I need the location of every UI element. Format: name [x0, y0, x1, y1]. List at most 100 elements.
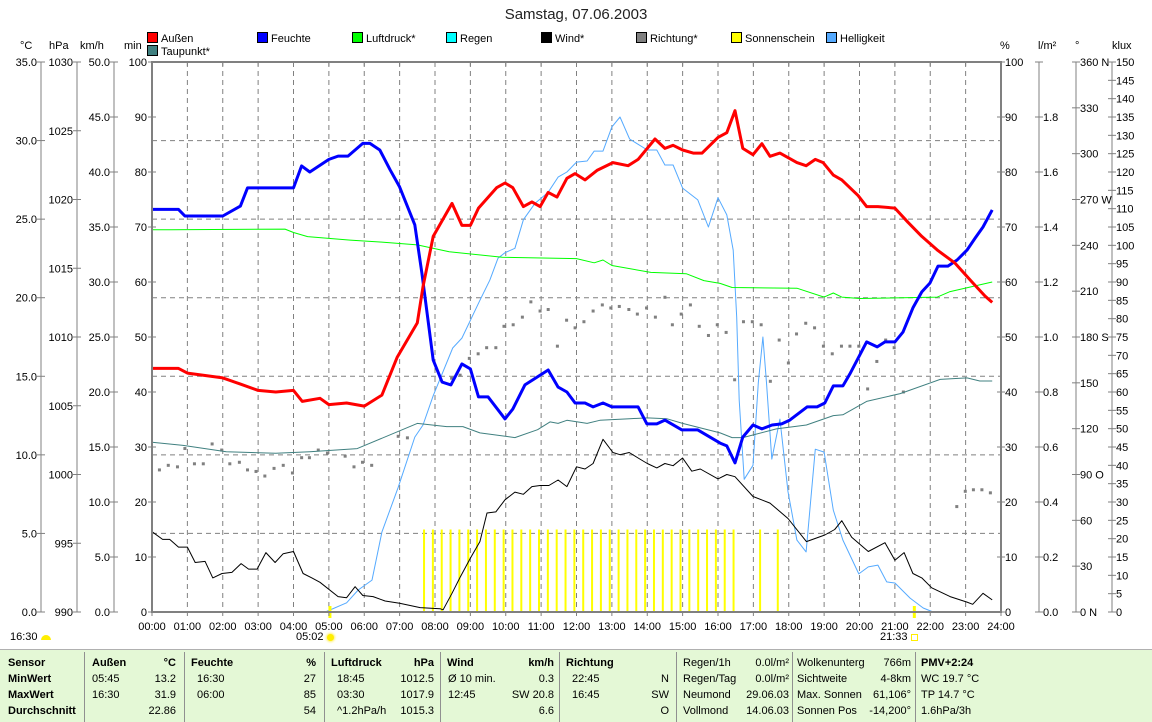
- direction-point: [663, 295, 667, 299]
- unit-light: klux: [1112, 40, 1132, 52]
- axis-label-light: 145: [1116, 75, 1134, 87]
- info-value: 4-8km: [880, 673, 911, 685]
- direction-point: [263, 474, 267, 478]
- stat-aussen-v: 31.9: [154, 689, 176, 701]
- stat-druck-t: 03:30: [337, 689, 365, 701]
- axis-label-humidity: 40: [1005, 387, 1017, 399]
- direction-point: [192, 462, 196, 466]
- legend-label: Wind*: [555, 33, 585, 45]
- x-tick-label: 06:00: [350, 621, 378, 633]
- stat-label: MaxWert: [8, 689, 54, 701]
- axis-label-wind: 30.0: [89, 277, 110, 289]
- axis-label-light: 35: [1116, 479, 1128, 491]
- axis-label-light: 55: [1116, 405, 1128, 417]
- axis-label-rain: 1.0: [1043, 332, 1058, 344]
- stat-wind-v: SW 20.8: [511, 689, 554, 701]
- direction-point: [370, 463, 374, 467]
- direction-point: [848, 344, 852, 348]
- axis-label-temp: 15.0: [16, 371, 37, 383]
- axis-label-light: 115: [1116, 185, 1134, 197]
- series-line-luftdruck: [152, 228, 993, 299]
- legend-swatch: [636, 32, 647, 43]
- stat-feuchte-t: 06:00: [197, 689, 225, 701]
- direction-point: [316, 448, 320, 452]
- axis-label-direction: 120: [1080, 424, 1098, 436]
- direction-point: [396, 434, 400, 438]
- chart-title: Samstag, 07.06.2003: [504, 6, 648, 23]
- unit-humidity: %: [1000, 40, 1010, 52]
- series-line-helligkeit: [152, 116, 1001, 613]
- direction-point: [201, 462, 205, 466]
- axis-label-wind: 10.0: [89, 497, 110, 509]
- x-tick-label: 12:00: [563, 621, 591, 633]
- direction-point: [591, 309, 595, 313]
- legend-label: Helligkeit: [840, 33, 885, 45]
- x-tick-label: 04:00: [280, 621, 308, 633]
- stat-wind-t: Ø 10 min.: [448, 673, 496, 685]
- axis-label-light: 95: [1116, 259, 1128, 271]
- series-line-wind: [151, 438, 993, 611]
- info-value: 0.0l/m²: [755, 673, 789, 685]
- info-label: Wolkenunterg: [797, 657, 865, 669]
- stat-richtung-t: 16:45: [572, 689, 600, 701]
- info-label: Regen/1h: [683, 657, 731, 669]
- axis-label-light: 90: [1116, 277, 1128, 289]
- direction-point: [627, 308, 631, 311]
- axis-label-pressure: 1030: [49, 57, 73, 69]
- axis-label-direction: 30: [1080, 561, 1092, 573]
- x-tick-label: 19:00: [810, 621, 838, 633]
- direction-point: [866, 387, 870, 391]
- stat-druck-t: 18:45: [337, 673, 365, 685]
- x-tick-label: 17:00: [740, 621, 768, 633]
- direction-point: [875, 359, 879, 363]
- axis-label-pressure: 1010: [49, 332, 73, 344]
- x-tick-label: 01:00: [174, 621, 202, 633]
- axis-label-light: 0: [1116, 607, 1122, 619]
- legend-label: Sonnenschein: [745, 33, 815, 45]
- axis-label-light: 20: [1116, 534, 1128, 546]
- header-aussen-unit: °C: [163, 657, 176, 669]
- axis-label-light: 120: [1116, 167, 1134, 179]
- direction-point: [538, 309, 542, 313]
- stat-druck-v: 1012.5: [400, 673, 434, 685]
- direction-point: [750, 320, 754, 324]
- axis-label-wind: 40.0: [89, 167, 110, 179]
- axis-label-wind: 0.0: [95, 607, 110, 619]
- axis-label-direction: 270 W: [1080, 195, 1112, 207]
- unit-pressure: hPa: [49, 40, 69, 52]
- axis-label-sun: 60: [135, 277, 147, 289]
- x-tick-label: 08:00: [421, 621, 449, 633]
- direction-point: [670, 323, 674, 327]
- weather-chart: 35.030.025.020.015.010.05.00.01030102510…: [16, 57, 1135, 633]
- direction-point: [892, 346, 896, 350]
- x-tick-label: 23:00: [952, 621, 980, 633]
- unit-temp: °C: [20, 40, 33, 52]
- x-tick-label: 03:00: [244, 621, 272, 633]
- direction-point: [458, 373, 462, 377]
- sunset-time: 21:33: [880, 631, 908, 643]
- axis-label-sun: 30: [135, 442, 147, 454]
- legend-swatch: [541, 32, 552, 43]
- direction-point: [405, 436, 409, 440]
- legend-swatch: [446, 32, 457, 43]
- x-tick-label: 00:00: [138, 621, 166, 633]
- header-luftdruck-unit: hPa: [413, 657, 434, 669]
- direction-point: [813, 326, 817, 330]
- stat-richtung-v: SW: [651, 689, 669, 701]
- direction-point: [476, 352, 480, 356]
- x-tick-label: 13:00: [598, 621, 626, 633]
- axis-label-wind: 35.0: [89, 222, 110, 234]
- axis-label-sun: 80: [135, 167, 147, 179]
- axis-label-light: 85: [1116, 295, 1128, 307]
- header-sensor: Sensor: [8, 657, 46, 669]
- axis-label-humidity: 30: [1005, 442, 1017, 454]
- direction-point: [786, 361, 790, 365]
- axis-label-humidity: 90: [1005, 112, 1017, 124]
- x-tick-label: 09:00: [457, 621, 485, 633]
- direction-point: [768, 379, 772, 383]
- x-tick-label: 20:00: [846, 621, 874, 633]
- axis-label-humidity: 10: [1005, 552, 1017, 564]
- x-tick-label: 05:00: [315, 621, 343, 633]
- direction-point: [884, 338, 888, 342]
- series-line-aussen: [152, 109, 994, 408]
